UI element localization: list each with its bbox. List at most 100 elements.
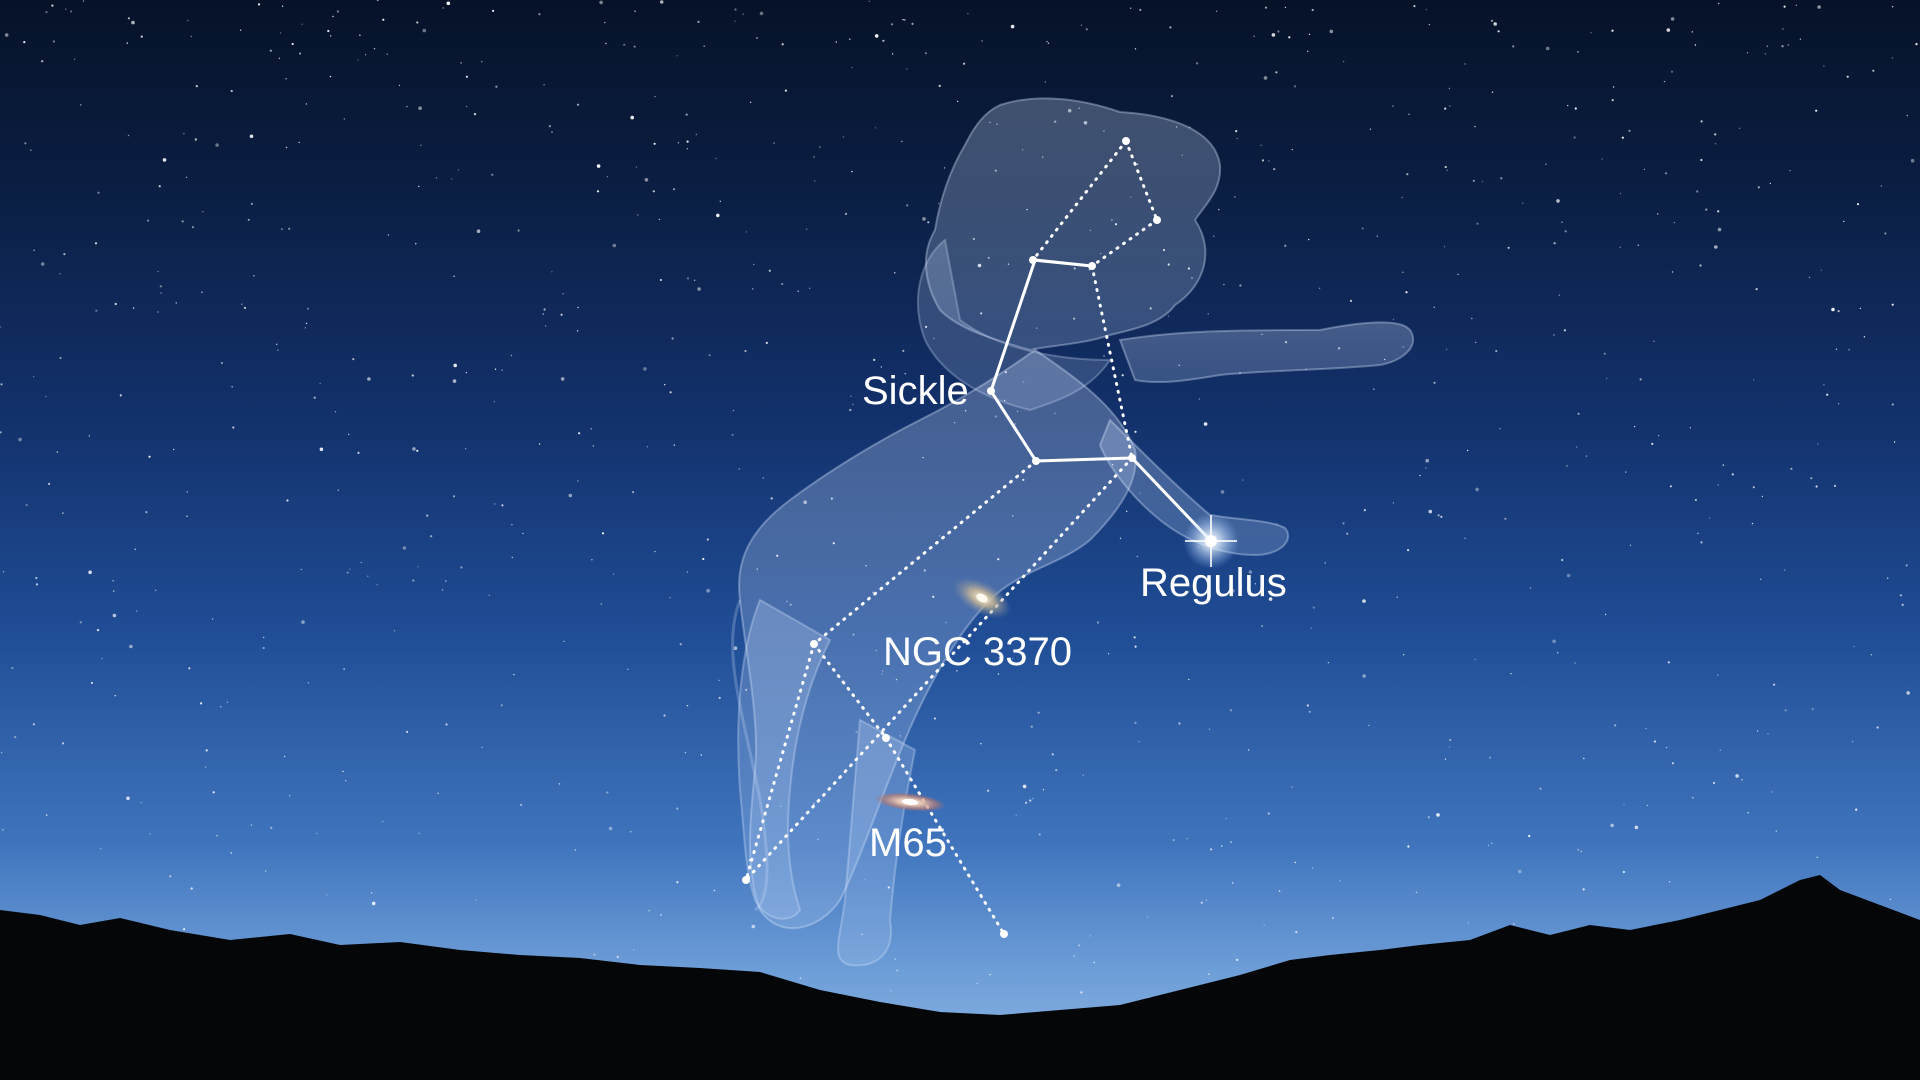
- background-star: [279, 32, 282, 34]
- background-star: [181, 220, 184, 223]
- background-star: [1218, 208, 1220, 211]
- background-star: [700, 754, 702, 756]
- background-star: [1673, 221, 1676, 224]
- background-star: [1369, 128, 1372, 130]
- background-star: [1167, 315, 1170, 317]
- background-star: [1318, 287, 1321, 289]
- background-star: [45, 11, 48, 14]
- background-star: [1261, 625, 1264, 628]
- background-star: [160, 292, 162, 294]
- background-star: [894, 958, 896, 960]
- background-star: [494, 368, 497, 370]
- background-star: [491, 173, 494, 176]
- background-star: [1119, 537, 1122, 539]
- background-star: [157, 270, 159, 273]
- background-star: [1474, 125, 1476, 128]
- background-star: [1276, 523, 1278, 525]
- background-star: [285, 78, 287, 80]
- background-star: [1893, 441, 1896, 443]
- background-star: [599, 0, 603, 5]
- background-star: [501, 504, 504, 507]
- background-star: [1905, 564, 1908, 567]
- background-star: [1312, 606, 1315, 609]
- background-star: [186, 515, 188, 517]
- background-star: [1419, 474, 1421, 477]
- background-star: [1653, 740, 1656, 743]
- background-star: [126, 42, 128, 44]
- background-star: [1708, 517, 1711, 519]
- background-star: [188, 667, 191, 670]
- background-star: [842, 136, 844, 138]
- background-star: [1448, 87, 1451, 90]
- background-star: [342, 770, 344, 773]
- background-star: [157, 311, 159, 313]
- background-star: [679, 643, 682, 646]
- background-star: [653, 142, 656, 145]
- background-star: [1910, 158, 1915, 163]
- background-star: [1851, 740, 1854, 743]
- background-star: [1782, 28, 1784, 30]
- background-star: [289, 795, 291, 797]
- background-star: [127, 17, 130, 20]
- background-star: [967, 12, 969, 15]
- background-star: [1545, 163, 1547, 165]
- background-star: [596, 164, 601, 168]
- background-star: [220, 706, 222, 708]
- background-star: [781, 43, 784, 46]
- background-star: [753, 263, 755, 266]
- background-star: [457, 169, 460, 171]
- background-star: [1746, 52, 1749, 54]
- background-star: [1047, 42, 1050, 44]
- background-star: [473, 113, 477, 116]
- background-star: [1694, 498, 1697, 502]
- background-star: [1235, 130, 1238, 133]
- background-star: [1310, 627, 1312, 629]
- background-star: [494, 503, 496, 505]
- background-star: [1512, 45, 1515, 48]
- background-star: [1362, 599, 1366, 603]
- background-star: [415, 243, 417, 245]
- background-star: [501, 369, 503, 371]
- background-star: [1833, 484, 1837, 487]
- background-star: [1268, 597, 1273, 601]
- background-star: [140, 35, 143, 38]
- background-star: [1585, 455, 1588, 457]
- background-star: [1901, 603, 1904, 607]
- background-star: [1577, 51, 1579, 53]
- background-star: [442, 7, 444, 9]
- background-star: [412, 447, 416, 451]
- background-star: [644, 178, 649, 182]
- background-star: [1651, 442, 1654, 445]
- background-star: [1232, 882, 1234, 884]
- background-star: [73, 58, 76, 60]
- background-star: [1853, 645, 1855, 648]
- background-star: [1327, 662, 1330, 664]
- background-star: [481, 61, 483, 63]
- background-star: [40, 262, 45, 266]
- background-star: [1880, 185, 1883, 187]
- background-star: [538, 443, 541, 445]
- background-star: [305, 322, 308, 325]
- background-star: [1449, 105, 1451, 107]
- background-star: [452, 379, 457, 383]
- background-star: [82, 0, 85, 2]
- background-star: [48, 482, 51, 485]
- background-star: [902, 19, 904, 21]
- background-star: [1392, 105, 1394, 107]
- background-star: [1405, 291, 1408, 294]
- background-star: [18, 437, 22, 442]
- background-star: [1884, 232, 1887, 235]
- background-star: [543, 84, 545, 86]
- background-star: [1011, 657, 1014, 660]
- background-star: [1080, 991, 1083, 994]
- background-star: [1773, 683, 1776, 686]
- background-star: [797, 290, 799, 292]
- background-star: [560, 313, 563, 316]
- background-star: [1603, 352, 1606, 355]
- background-star: [114, 302, 117, 306]
- background-star: [1692, 797, 1694, 799]
- background-star: [612, 573, 615, 575]
- background-star: [664, 384, 666, 386]
- background-star: [578, 432, 581, 435]
